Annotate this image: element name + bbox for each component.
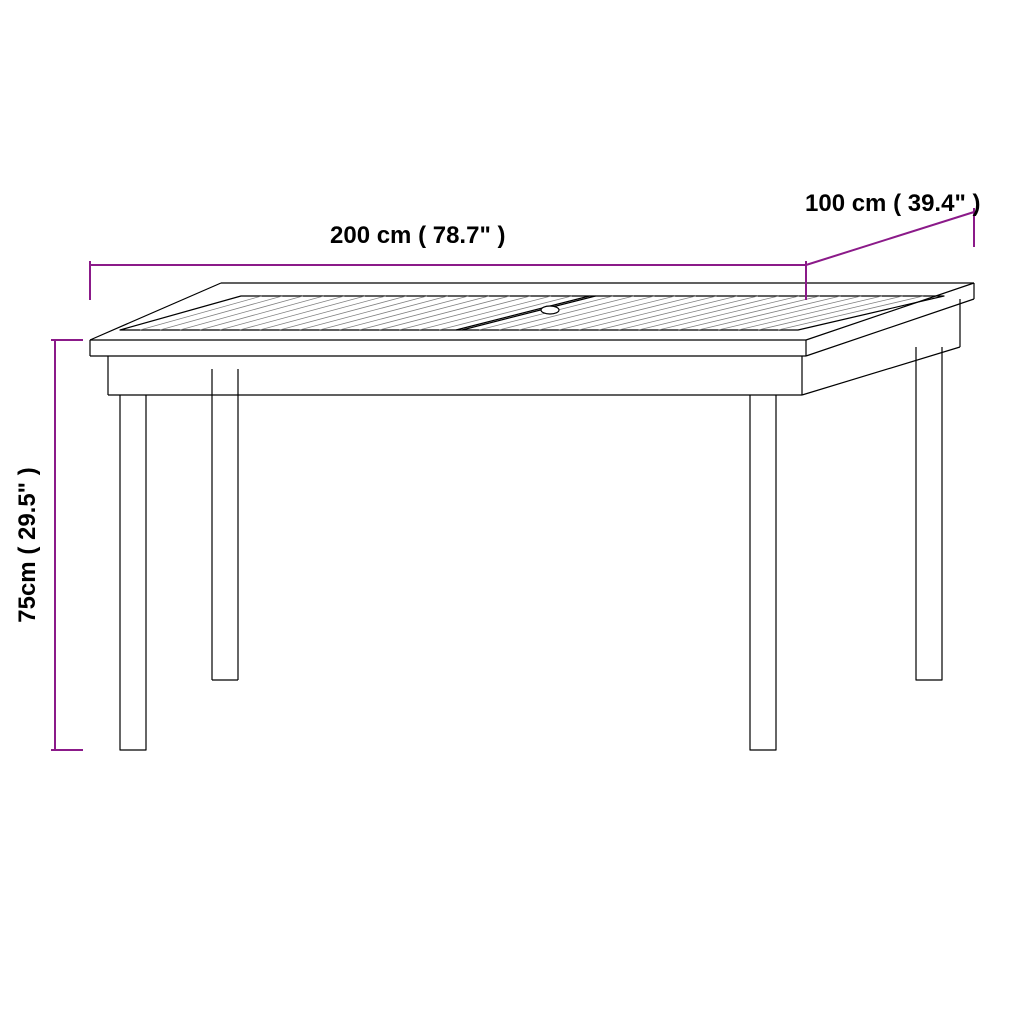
technical-drawing-svg	[0, 0, 1024, 1024]
diagram-canvas: 200 cm ( 78.7" ) 100 cm ( 39.4" ) 75cm (…	[0, 0, 1024, 1024]
dimension-label-height: 75cm ( 29.5" )	[14, 467, 42, 622]
dimension-label-depth: 100 cm ( 39.4" )	[805, 190, 980, 218]
dimension-label-width: 200 cm ( 78.7" )	[330, 222, 505, 250]
